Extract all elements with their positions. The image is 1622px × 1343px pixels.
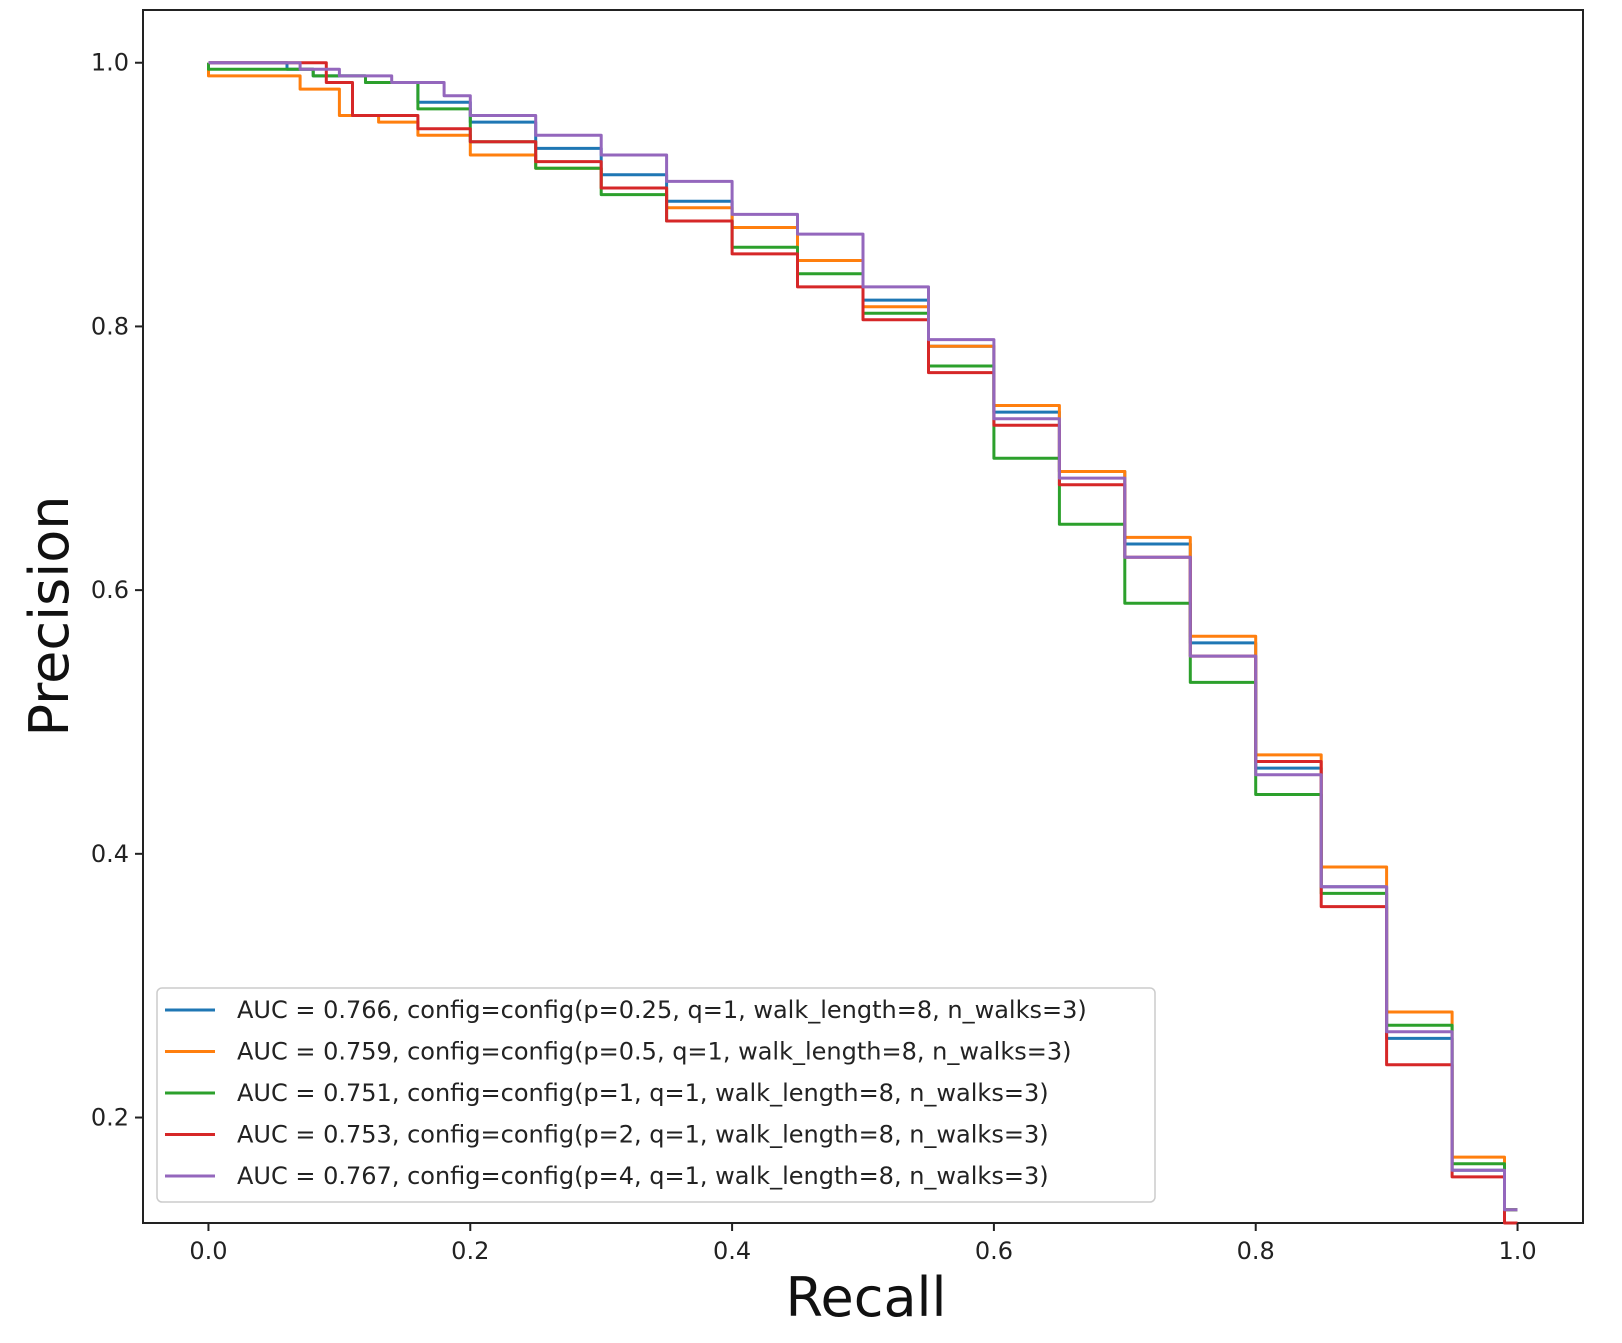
legend-label-2: AUC = 0.759, config=config(p=0.5, q=1, w… <box>237 1038 1071 1066</box>
y-axis-title: Precision <box>18 496 81 737</box>
curve-series-5 <box>208 61 1518 1212</box>
legend-frame <box>156 987 1156 1203</box>
x-tick-label: 0.0 <box>189 1237 227 1265</box>
legend-label-4: AUC = 0.753, config=config(p=2, q=1, wal… <box>237 1121 1049 1149</box>
legend-label-1: AUC = 0.766, config=config(p=0.25, q=1, … <box>237 996 1087 1024</box>
x-tick-label: 0.6 <box>975 1237 1013 1265</box>
curve-series-4 <box>208 61 1518 1225</box>
y-tick-label: 0.6 <box>91 576 129 604</box>
x-tick-label: 0.8 <box>1237 1237 1275 1265</box>
y-axis-ticks: 0.2 0.4 0.6 0.8 1.0 <box>91 49 143 1132</box>
x-axis-ticks: 0.0 0.2 0.4 0.6 0.8 1.0 <box>189 1223 1537 1265</box>
y-tick-label: 0.8 <box>91 312 129 340</box>
y-tick-label: 1.0 <box>91 49 129 77</box>
legend-label-3: AUC = 0.751, config=config(p=1, q=1, wal… <box>237 1079 1049 1107</box>
y-tick-label: 0.4 <box>91 840 129 868</box>
x-tick-label: 0.4 <box>713 1237 751 1265</box>
x-tick-label: 1.0 <box>1498 1237 1536 1265</box>
curves-group <box>207 61 1518 1225</box>
legend-label-5: AUC = 0.767, config=config(p=4, q=1, wal… <box>237 1162 1049 1190</box>
x-axis-title: Recall <box>785 1266 946 1329</box>
x-tick-label: 0.2 <box>451 1237 489 1265</box>
legend: AUC = 0.766, config=config(p=0.25, q=1, … <box>156 987 1156 1203</box>
y-tick-label: 0.2 <box>91 1104 129 1132</box>
